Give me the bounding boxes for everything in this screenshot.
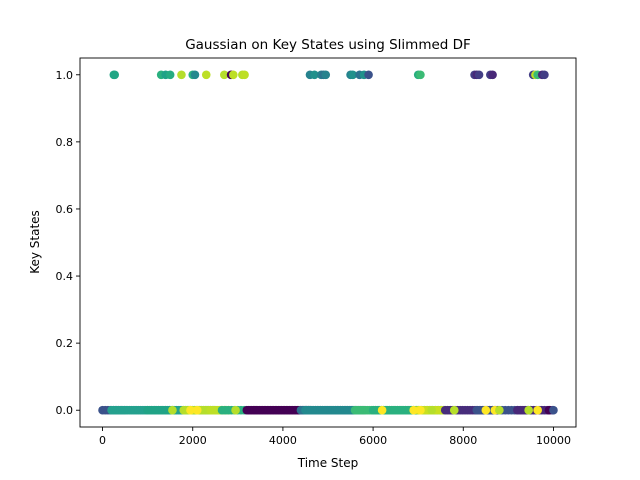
data-point [321,70,331,80]
y-tick-label: 0.8 [56,136,74,149]
chart-title: Gaussian on Key States using Slimmed DF [185,37,471,53]
data-point [533,405,542,415]
y-tick-label: 0.6 [56,203,74,216]
data-point [186,405,195,415]
data-point [168,405,177,415]
data-point [488,70,497,80]
data-point [427,405,437,415]
data-point [190,70,200,80]
data-point [524,405,533,415]
points-layer [98,70,558,415]
y-tick-label: 0.0 [56,404,74,417]
data-point [165,70,175,80]
data-point [449,405,459,415]
data-point [201,70,211,80]
x-tick-label: 0 [99,434,106,447]
data-point [416,70,425,80]
data-point [416,405,425,415]
data-point [474,70,484,80]
data-point [364,70,373,80]
x-tick-label: 2000 [179,434,207,447]
data-point [348,70,358,80]
x-tick-label: 8000 [449,434,477,447]
data-point [409,405,418,415]
axes-layer: 0 2000 4000 6000 8000 10000 0.0 0.2 0.4 0.6 0.8 1.0 [56,57,577,447]
data-point [495,405,504,415]
plot-frame [79,57,577,428]
data-point [310,70,319,80]
x-tick-label: 6000 [359,434,387,447]
x-axis-label: Time Step [297,456,359,470]
data-point [377,405,387,415]
x-tick-label: 4000 [269,434,297,447]
y-tick-label: 0.2 [56,337,74,350]
data-point [219,70,229,80]
y-tick-label: 0.4 [56,270,74,283]
y-tick-label: 1.0 [56,69,74,82]
data-point [240,70,249,80]
data-point [177,70,186,80]
x-tick-label: 10000 [536,434,571,447]
data-point [549,405,558,415]
data-point [110,70,120,80]
data-point [481,405,491,415]
y-axis-label: Key States [28,210,42,274]
data-point [231,405,240,415]
data-point [540,70,549,80]
data-point [229,70,238,80]
data-point [192,405,202,415]
